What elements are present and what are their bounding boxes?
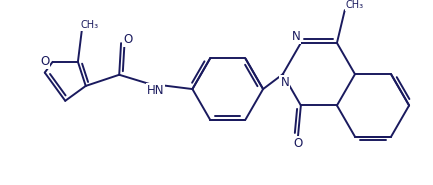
Text: N: N [281, 75, 289, 88]
Text: N: N [291, 30, 301, 43]
Text: CH₃: CH₃ [346, 0, 364, 10]
Text: O: O [123, 33, 132, 46]
Text: O: O [40, 55, 49, 68]
Text: CH₃: CH₃ [81, 20, 99, 30]
Text: O: O [293, 137, 303, 150]
Text: HN: HN [147, 84, 164, 97]
